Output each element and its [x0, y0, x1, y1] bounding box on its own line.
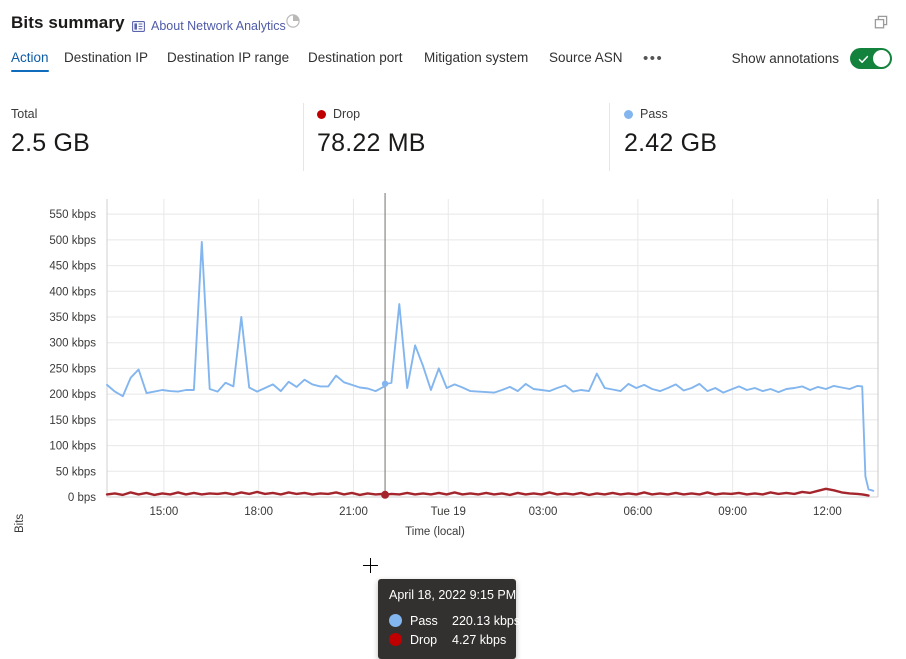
tab-source-asn[interactable]: Source ASN — [549, 50, 623, 65]
chart-x-axis-label: Time (local) — [0, 526, 906, 538]
book-page-icon — [132, 20, 145, 33]
tab-destination-port[interactable]: Destination port — [308, 50, 403, 65]
metric-value-pass: 2.42 GB — [624, 129, 718, 157]
tab-mitigation-system[interactable]: Mitigation system — [424, 50, 529, 65]
tooltip-row-pass: Pass 220.13 kbps — [389, 611, 520, 630]
tab-destination-ip[interactable]: Destination IP — [64, 50, 149, 65]
chart-canvas[interactable]: 0 bps 50 kbps 100 kbps 150 kbps 200 kbps 250 … — [0, 185, 906, 515]
y-tick-label: 550 kbps — [49, 209, 96, 221]
panel-header: Bits summary About Network Analytics — [0, 0, 906, 44]
show-annotations-label: Show annotations — [731, 51, 839, 66]
tooltip-drop-label: Drop — [410, 632, 438, 647]
tab-action[interactable]: Action — [11, 50, 49, 72]
metric-label-drop: Drop — [333, 107, 361, 121]
chart-tooltip: April 18, 2022 9:15 PM Pass 220.13 kbps … — [378, 579, 520, 659]
check-icon — [858, 52, 869, 63]
chart-x-axis-label-text: Time (local) — [405, 526, 465, 538]
tab-bar: Action Destination IP Destination IP ran… — [0, 48, 906, 82]
metric-value-drop: 78.22 MB — [317, 129, 426, 157]
series-line-pass — [106, 240, 875, 492]
x-tick-label: 03:00 — [529, 506, 558, 515]
bits-timeseries-chart[interactable]: 0 bps 50 kbps 100 kbps 150 kbps 200 kbps 250 … — [0, 185, 906, 659]
hover-point-drop — [381, 490, 390, 499]
y-tick-label: 400 kbps — [49, 286, 96, 298]
tooltip-row-drop: Drop 4.27 kbps — [389, 630, 507, 649]
x-tick-label: 21:00 — [339, 506, 368, 515]
tab-overflow-ellipsis-icon[interactable]: ••• — [643, 50, 664, 67]
y-tick-label: 250 kbps — [49, 363, 96, 375]
tooltip-title: April 18, 2022 9:15 PM — [389, 588, 517, 602]
pass-legend-dot — [624, 109, 633, 119]
y-tick-label: 300 kbps — [49, 338, 96, 350]
metric-label-pass: Pass — [640, 107, 668, 121]
show-annotations-toggle[interactable] — [850, 48, 892, 69]
tooltip-pass-dot — [389, 614, 402, 627]
y-tick-label: 100 kbps — [49, 441, 96, 453]
pie-clock-icon[interactable] — [285, 13, 301, 29]
crosshair-cursor — [363, 558, 378, 573]
card-divider-1 — [303, 103, 304, 171]
show-annotations-control: Show annotations — [732, 48, 892, 69]
drop-legend-dot — [317, 109, 326, 119]
x-tick-label: 12:00 — [813, 506, 842, 515]
metric-label-total: Total — [11, 107, 38, 121]
x-tick-label: 06:00 — [623, 506, 652, 515]
y-tick-label: 450 kbps — [49, 261, 96, 273]
tooltip-pass-label: Pass — [410, 613, 438, 628]
tooltip-drop-dot — [389, 633, 402, 646]
metric-card-drop: Drop 78.22 MB — [317, 97, 426, 177]
y-tick-label: 200 kbps — [49, 389, 96, 401]
x-tick-label: 09:00 — [718, 506, 747, 515]
x-tick-label: 15:00 — [149, 506, 178, 515]
tooltip-pass-value: 220.13 kbps — [452, 613, 521, 628]
metric-value-total: 2.5 GB — [11, 129, 91, 157]
toggle-knob — [873, 50, 890, 67]
y-tick-label: 50 kbps — [56, 466, 97, 478]
metric-card-pass: Pass 2.42 GB — [624, 97, 717, 177]
tooltip-drop-value: 4.27 kbps — [452, 632, 507, 647]
x-tick-label: 18:00 — [244, 506, 273, 515]
tab-destination-ip-range[interactable]: Destination IP range — [167, 50, 290, 65]
card-divider-2 — [609, 103, 610, 171]
y-tick-label: 350 kbps — [49, 312, 96, 324]
page-title: Bits summary — [11, 13, 125, 32]
y-tick-label: 150 kbps — [49, 415, 96, 427]
x-tick-label: Tue 19 — [431, 506, 466, 515]
hover-point-pass — [381, 380, 389, 387]
about-link-label: About Network Analytics — [151, 19, 286, 33]
y-tick-label: 500 kbps — [49, 235, 96, 247]
about-network-analytics-link[interactable]: About Network Analytics — [132, 19, 286, 33]
metric-card-total: Total 2.5 GB — [11, 97, 90, 177]
metric-cards: Total 2.5 GB Drop 78.22 MB Pass 2.42 GB — [0, 97, 906, 177]
series-line-drop — [105, 487, 870, 497]
copy-windows-icon[interactable] — [870, 11, 892, 33]
y-tick-label: 0 bps — [68, 492, 96, 504]
